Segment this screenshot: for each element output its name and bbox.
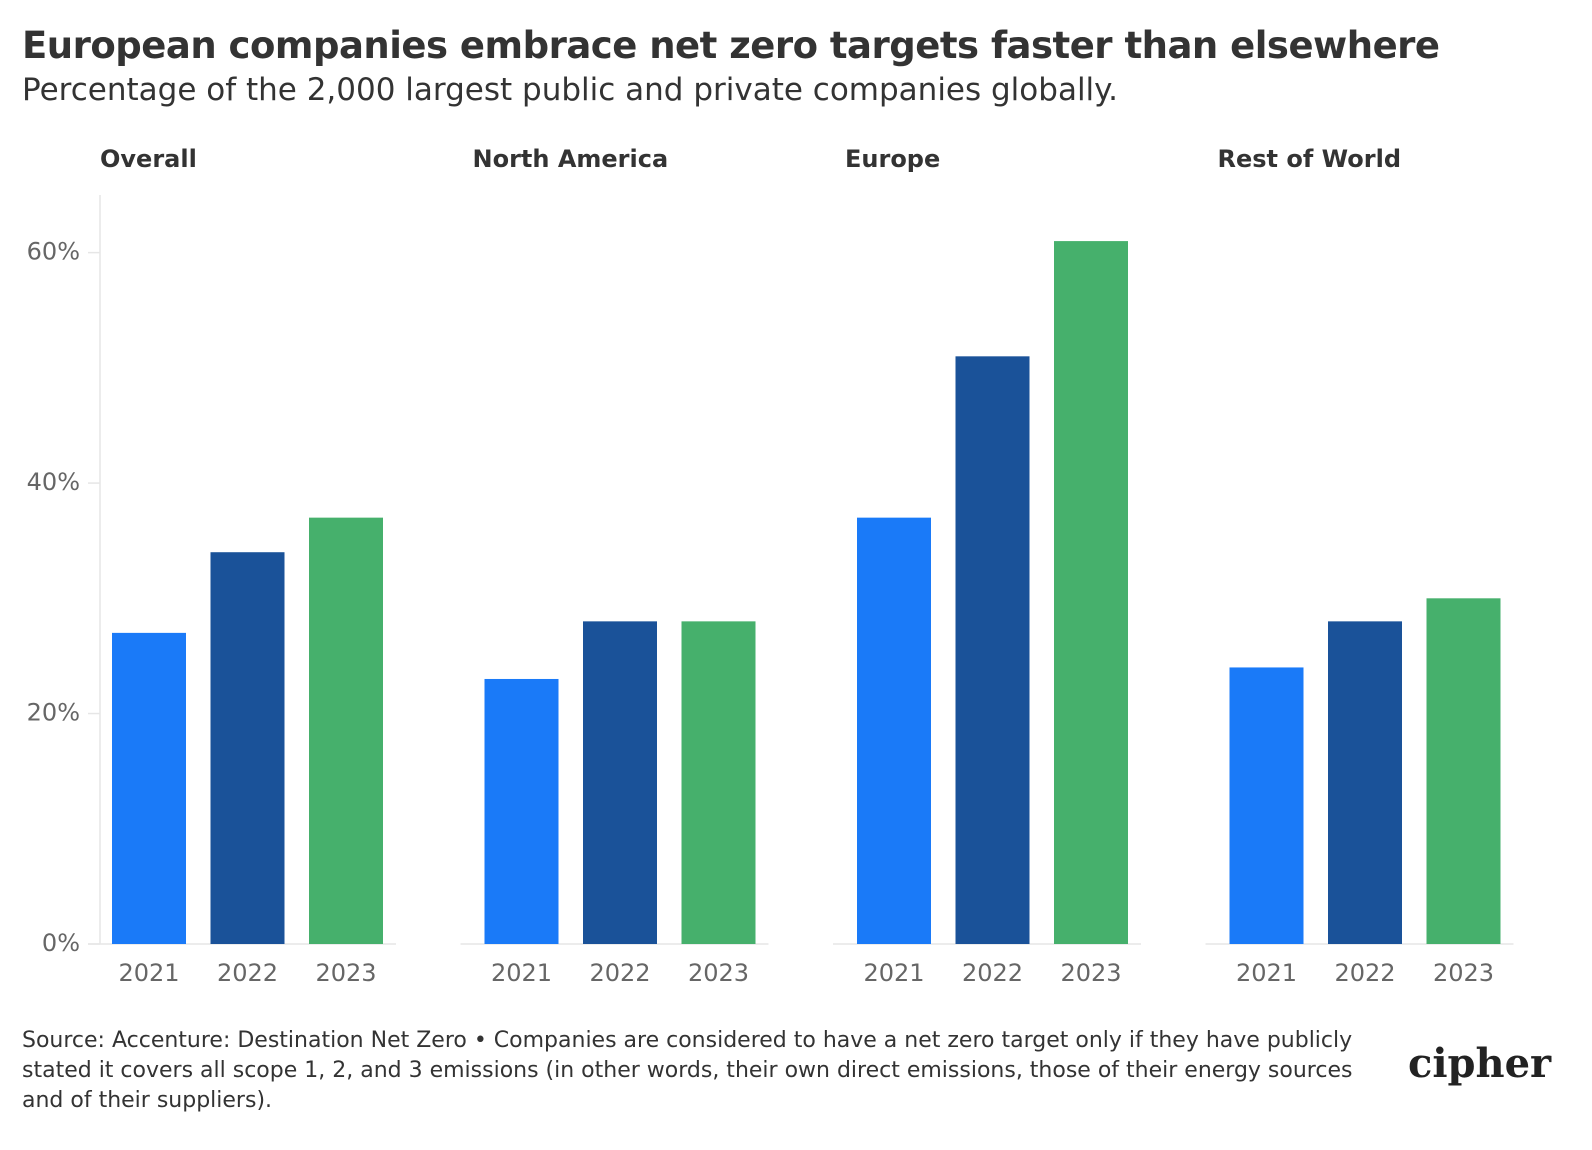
bar [583, 621, 657, 944]
bar [309, 517, 383, 944]
bar [484, 678, 559, 944]
source-note: Source: Accenture: Destination Net Zero … [22, 1028, 1353, 1113]
y-tick-label: 40% [27, 468, 80, 496]
x-tick-label: 2022 [217, 959, 278, 987]
bar [112, 632, 186, 944]
x-tick-label: 2023 [315, 959, 376, 987]
x-tick-label: 2023 [1433, 959, 1494, 987]
x-tick-label: 2022 [589, 959, 650, 987]
x-tick-label: 2022 [962, 959, 1023, 987]
bar [1328, 621, 1402, 944]
panel-title: Europe [845, 145, 940, 173]
y-tick-label: 60% [27, 238, 80, 266]
panel-title: Rest of World [1218, 145, 1402, 173]
bar [210, 552, 285, 944]
x-tick-label: 2021 [491, 959, 552, 987]
y-tick-label: 0% [42, 929, 80, 957]
x-tick-label: 2021 [1236, 959, 1297, 987]
x-tick-label: 2022 [1334, 959, 1395, 987]
bar [955, 356, 1030, 944]
bar [681, 621, 756, 944]
bar [1426, 598, 1501, 944]
x-tick-label: 2023 [1060, 959, 1121, 987]
y-tick-label: 20% [27, 699, 80, 727]
x-tick-label: 2023 [688, 959, 749, 987]
title: European companies embrace net zero targ… [22, 24, 1440, 67]
x-tick-label: 2021 [863, 959, 924, 987]
x-tick-label: 2021 [118, 959, 179, 987]
bar [1054, 241, 1128, 945]
chart: Overall 0% 20% 40% 60% 2021 2022 2023 North Amer… [27, 145, 1514, 987]
bar [1229, 667, 1304, 944]
subtitle: Percentage of the 2,000 largest public a… [22, 72, 1118, 108]
bar [857, 517, 931, 944]
logo: cipher [1408, 1040, 1552, 1087]
panel-title: North America [473, 145, 669, 173]
panel-title: Overall [100, 145, 197, 173]
